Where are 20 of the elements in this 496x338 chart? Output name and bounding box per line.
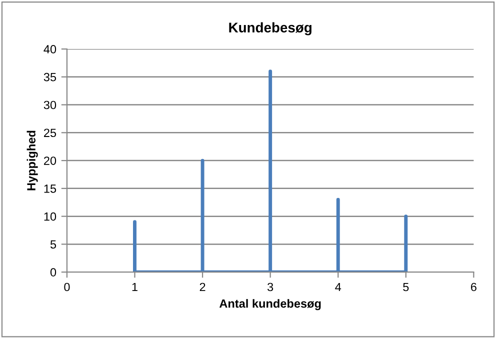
x-tick-label: 0 bbox=[64, 282, 70, 292]
y-tick-label: 40 bbox=[44, 45, 56, 54]
x-axis-title: Antal kundebesøg bbox=[219, 299, 321, 310]
y-tick-label: 30 bbox=[44, 100, 56, 110]
x-tick-label: 6 bbox=[470, 282, 476, 292]
chart-title: Kundebesøg bbox=[229, 22, 312, 36]
y-axis-title: Hyppighed bbox=[26, 130, 38, 190]
x-tick-label: 5 bbox=[403, 282, 409, 292]
y-tick-label: 35 bbox=[44, 72, 56, 82]
x-tick-label: 4 bbox=[335, 282, 342, 292]
x-tick-label: 2 bbox=[200, 282, 206, 292]
x-tick-label: 3 bbox=[267, 282, 274, 292]
line-series bbox=[133, 70, 408, 272]
y-tick-label: 25 bbox=[44, 128, 56, 138]
y-tick-label: 15 bbox=[44, 184, 56, 193]
y-tick-label: 0 bbox=[50, 268, 56, 276]
y-tick-label: 5 bbox=[50, 240, 56, 249]
y-tick-label: 20 bbox=[44, 156, 56, 165]
x-tick-label: 1 bbox=[132, 282, 138, 292]
y-tick-label: 10 bbox=[44, 212, 56, 221]
